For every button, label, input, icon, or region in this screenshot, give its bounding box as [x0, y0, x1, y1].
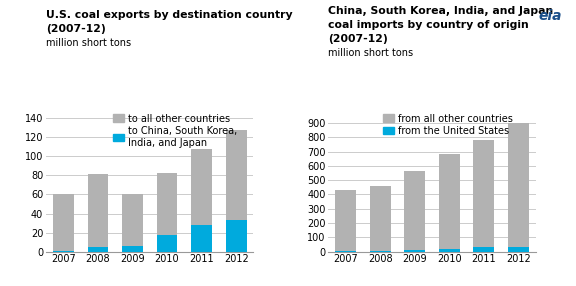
Text: coal imports by country of origin: coal imports by country of origin	[328, 20, 529, 30]
Bar	[88, 247, 108, 252]
Text: China, South Korea, India, and Japan: China, South Korea, India, and Japan	[328, 6, 554, 16]
Bar	[157, 172, 177, 235]
Bar	[404, 250, 425, 252]
Bar	[88, 174, 108, 247]
Text: U.S. coal exports by destination country: U.S. coal exports by destination country	[46, 10, 293, 20]
Bar	[53, 194, 74, 251]
Bar	[508, 123, 529, 247]
Bar	[226, 220, 247, 252]
Bar	[191, 149, 212, 225]
Legend: to all other countries, to China, South Korea,
India, and Japan: to all other countries, to China, South …	[113, 114, 237, 148]
Bar	[439, 249, 460, 252]
Bar	[473, 140, 494, 247]
Bar	[473, 247, 494, 252]
Bar	[439, 154, 460, 249]
Bar	[370, 186, 391, 251]
Bar	[226, 130, 247, 220]
Bar	[335, 190, 356, 251]
Text: million short tons: million short tons	[328, 48, 414, 58]
Text: (2007-12): (2007-12)	[328, 34, 388, 44]
Text: (2007-12): (2007-12)	[46, 24, 106, 34]
Bar	[53, 251, 74, 252]
Legend: from all other countries, from the United States: from all other countries, from the Unite…	[383, 114, 513, 136]
Bar	[157, 235, 177, 252]
Text: million short tons: million short tons	[46, 38, 131, 48]
Bar	[404, 171, 425, 250]
Bar	[335, 251, 356, 252]
Text: eia: eia	[538, 9, 562, 23]
Bar	[370, 251, 391, 252]
Bar	[122, 246, 143, 252]
Bar	[508, 247, 529, 252]
Bar	[191, 225, 212, 252]
Bar	[122, 194, 143, 246]
